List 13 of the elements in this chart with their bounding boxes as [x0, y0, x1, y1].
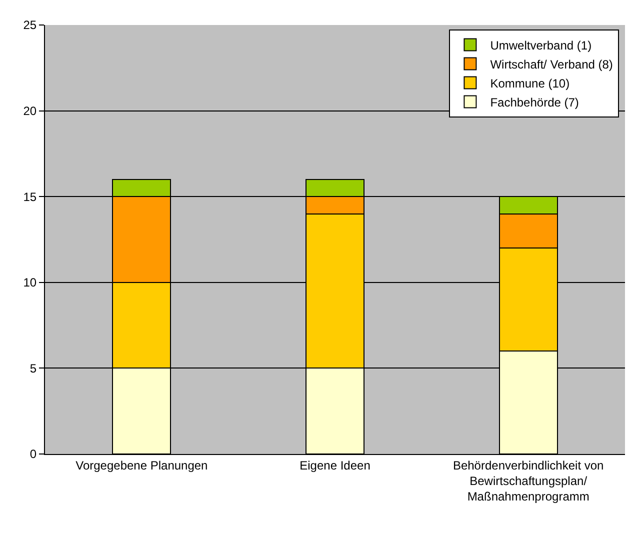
legend-label: Fachbehörde (7): [490, 95, 579, 110]
x-tick-label: Eigene Ideen: [300, 458, 370, 472]
legend-label: Kommune (10): [490, 76, 570, 90]
legend-label: Umweltverband (1): [490, 38, 592, 52]
y-tick-label: 0: [30, 447, 37, 462]
y-tick-label: 25: [23, 18, 37, 32]
legend-label: Wirtschaft/ Verband (8): [490, 57, 613, 72]
y-tick-label: 20: [23, 104, 37, 118]
x-tick-label: Behördenverbindlichkeit von Bewirtschaftungsplan/ Maßnahmenprogramm: [452, 458, 604, 504]
y-tick-label: 5: [30, 361, 37, 376]
y-tick-label: 15: [23, 190, 37, 204]
y-tick-label: 10: [23, 276, 37, 290]
x-tick-label: Vorgegebene Planungen: [76, 458, 208, 472]
